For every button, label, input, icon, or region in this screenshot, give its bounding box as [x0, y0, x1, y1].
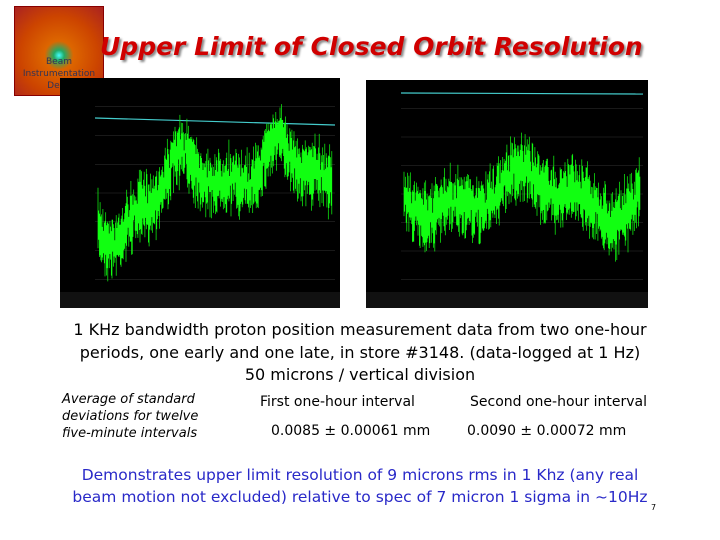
column-value: 0.0085 ± 0.00061 mm — [271, 423, 431, 439]
scope-graphic — [97, 104, 333, 282]
scope-screenshot — [366, 80, 648, 308]
scope-graphic — [366, 292, 648, 308]
note-line: five-minute intervals — [62, 426, 198, 441]
conclusion-line: Demonstrates upper limit resolution of 9… — [81, 466, 639, 484]
caption-line: 50 microns / vertical division — [244, 365, 476, 384]
column-header: Second one-hour interval — [470, 394, 647, 410]
logo-text: Beam — [46, 57, 72, 67]
page-number: 7 — [651, 503, 657, 512]
column-value: 0.0090 ± 0.00072 mm — [467, 423, 627, 439]
logo: Beam Instrumentation Depa — [14, 6, 104, 96]
note-line: deviations for twelve — [62, 409, 199, 424]
logo-text: Instrumentation — [22, 69, 96, 79]
scope-graphic — [403, 132, 641, 262]
scope-graphic — [60, 292, 340, 308]
scope-graphic — [94, 117, 336, 126]
conclusion-line: beam motion not excluded) relative to sp… — [72, 488, 648, 506]
column-header: First one-hour interval — [260, 394, 415, 410]
caption-line: periods, one early and one late, in stor… — [79, 343, 641, 362]
caption-line: 1 KHz bandwidth proton position measurem… — [73, 320, 647, 339]
scope-graphic — [400, 92, 644, 95]
scope-screenshot — [60, 78, 340, 308]
logo-text: Depa — [47, 81, 71, 91]
title: Upper Limit of Closed Orbit Resolution — [100, 32, 643, 61]
note-line: Average of standard — [62, 392, 195, 407]
